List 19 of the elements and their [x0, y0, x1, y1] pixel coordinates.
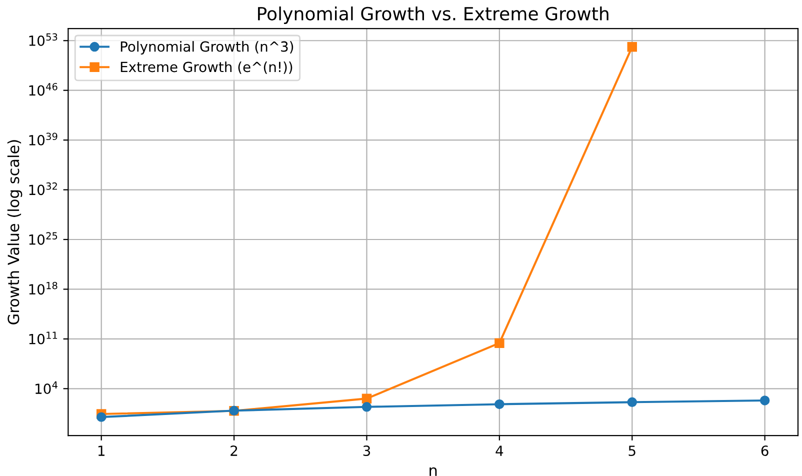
y-tick-label: 10$^{39}$ [29, 132, 58, 146]
legend-label: Extreme Growth (e^(n!)) [120, 61, 292, 74]
x-tick-label: 6 [761, 446, 768, 456]
legend-label: Polynomial Growth (n^3) [120, 41, 294, 54]
chart-title: Polynomial Growth vs. Extreme Growth [258, 6, 608, 24]
y-tick-label: 10$^{46}$ [29, 82, 58, 96]
y-tick-label: 10$^{25}$ [29, 232, 58, 245]
y-axis-title: Growth Value (log scale) [7, 140, 22, 324]
y-tick-label: 10$^{32}$ [29, 182, 57, 196]
y-tick-label: 10$^{18}$ [29, 282, 58, 295]
x-axis-title: n [430, 467, 437, 476]
y-tick-label: 10$^{4}$ [36, 381, 58, 394]
x-tick-label: 3 [363, 446, 370, 456]
x-tick-label: 5 [628, 446, 636, 456]
y-tick-label: 10$^{11}$ [29, 332, 58, 344]
x-tick-label: 4 [496, 446, 504, 456]
x-tick-label: 1 [98, 446, 104, 456]
y-tick-label: 10$^{53}$ [29, 33, 58, 46]
x-tick-label: 2 [230, 446, 238, 456]
